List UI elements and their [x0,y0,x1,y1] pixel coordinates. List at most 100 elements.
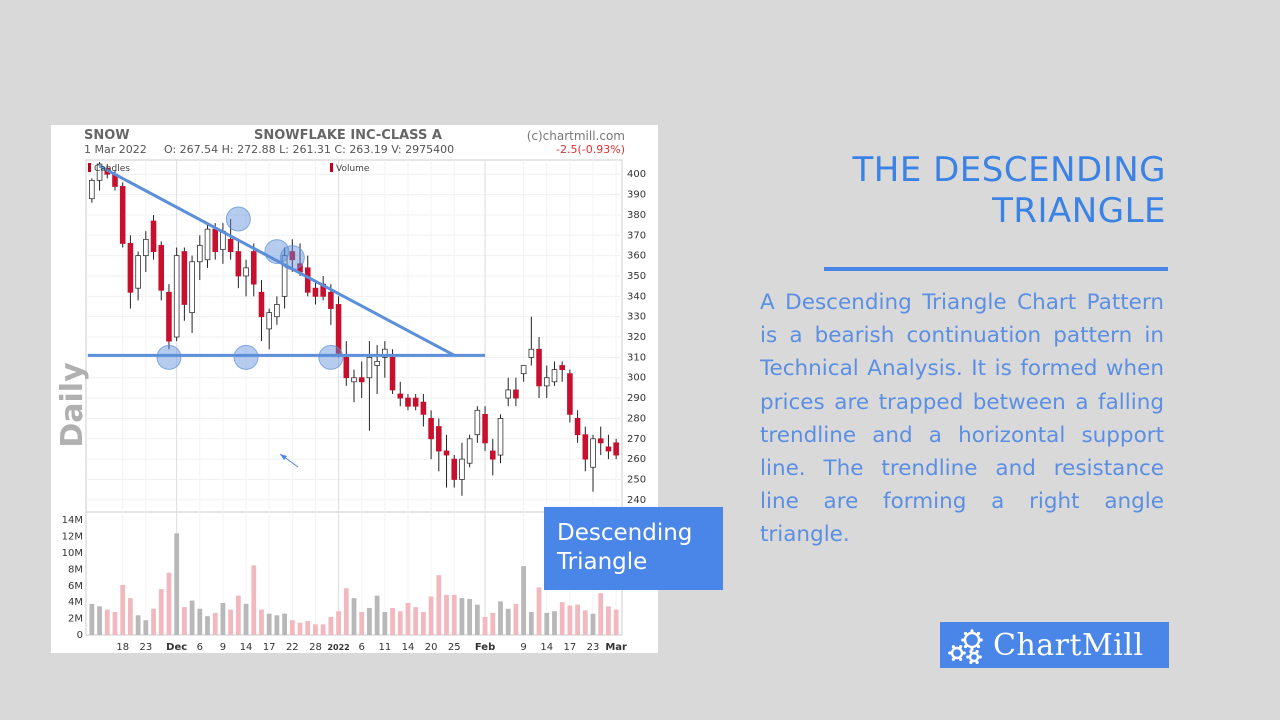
volume-bar [606,606,611,635]
volume-bar [120,584,126,635]
time-tick-label: 20 [425,642,438,653]
candle-body [528,348,535,358]
time-tick-label: 9 [520,642,526,653]
touch-point-marker [156,344,182,370]
candle-body [143,238,149,257]
candle-body [412,397,419,407]
gear-tooth [961,638,965,642]
volume-bar [582,610,588,635]
chart-date: 1 Mar 2022 [84,143,147,156]
time-tick-label: 14 [240,642,253,653]
time-tick-label: 23 [587,642,600,653]
candle-body [250,251,257,285]
candle-body [96,163,103,181]
candle-body [135,255,141,289]
price-tick-label: 380 [627,210,646,221]
price-tick-label: 320 [627,332,646,343]
time-tick-label: 9 [220,642,226,653]
candle-body [173,255,180,338]
volume-bar [282,613,287,635]
time-tick-label: 17 [564,642,577,653]
candle-body [451,458,458,480]
candle-body [343,356,350,379]
chartmill-logo: ChartMill [940,622,1169,668]
candle-body [335,304,342,354]
title-line-1: THE DESCENDING [852,150,1166,190]
gear-tooth [976,644,981,649]
candle-body [281,255,288,297]
candle-body [374,361,380,366]
volume-bar [613,609,619,635]
candle-body [358,377,365,383]
price-tick-label: 400 [627,169,646,180]
candle-body [597,438,604,444]
volume-bar [305,621,311,635]
volume-bar [451,594,457,635]
candle-body [204,228,211,261]
volume-bar [259,609,264,635]
title-divider [824,267,1168,271]
gear-tooth [966,655,970,659]
volume-bar [528,612,534,635]
candle-body [536,348,542,387]
touch-point-marker [225,206,251,232]
volume-bar [220,603,226,635]
time-tick-label: Feb [475,642,495,653]
candle-body [274,304,280,318]
price-tick-label: 370 [627,230,646,241]
candle-body [543,377,550,387]
candle-body [166,291,172,342]
volume-bar [490,612,496,635]
gear-tooth [951,645,955,649]
stock-chart: 400 390 380 370 360 350 340 330 320 310 300 290 280 2… [51,125,658,653]
gear-tooth [979,638,983,642]
volume-bar [521,566,527,635]
gear-tooth [978,655,982,659]
volume-bar [112,612,118,635]
volume-bar [189,600,195,635]
price-tick-label: 390 [627,190,646,201]
volume-bar [382,612,388,635]
price-tick-label: 350 [627,271,646,282]
volume-bar [536,587,542,635]
ticker: SNOW [84,128,130,143]
volume-bar [336,611,341,635]
candle-body [89,179,95,200]
candle-body [428,418,434,440]
cursor-arrowhead [280,454,287,460]
candle-body [582,434,589,460]
candle-body [266,312,272,330]
candle-body [382,348,388,358]
volume-tick-label: 2M [68,614,83,625]
price-tick-label: 250 [627,474,646,485]
volume-bar [158,589,164,635]
volume-bar [97,606,102,635]
candle-body [150,220,157,252]
candle-body [567,373,573,415]
slide-title: THE DESCENDING TRIANGLE [852,150,1166,232]
price-tick-label: 260 [627,454,646,465]
price-tick-label: 330 [627,312,646,323]
volume-bar [467,598,473,635]
gear-tooth [970,647,974,651]
candle-body [189,261,195,314]
pattern-callout: Descending Triangle [544,507,723,590]
legend-volume-label: Volume [336,164,370,174]
time-tick-label: 18 [116,642,129,653]
candle-body [389,356,396,391]
candle-body [181,251,188,305]
time-tick-label: 14 [402,642,415,653]
gear-tooth [975,650,979,654]
company-name: SNOWFLAKE INC-CLASS A [254,128,442,143]
logo-text: ChartMill [993,627,1144,663]
title-line-2: TRIANGLE [992,191,1166,231]
touch-point-marker [264,239,290,265]
gear-tooth [976,631,981,636]
price-tick-label: 240 [627,495,646,506]
volume-bar [567,605,573,635]
candle-body [489,450,496,460]
volume-bar [474,604,480,635]
volume-bar [266,613,272,635]
gear-tooth [975,660,979,664]
time-tick-label: 14 [540,642,553,653]
